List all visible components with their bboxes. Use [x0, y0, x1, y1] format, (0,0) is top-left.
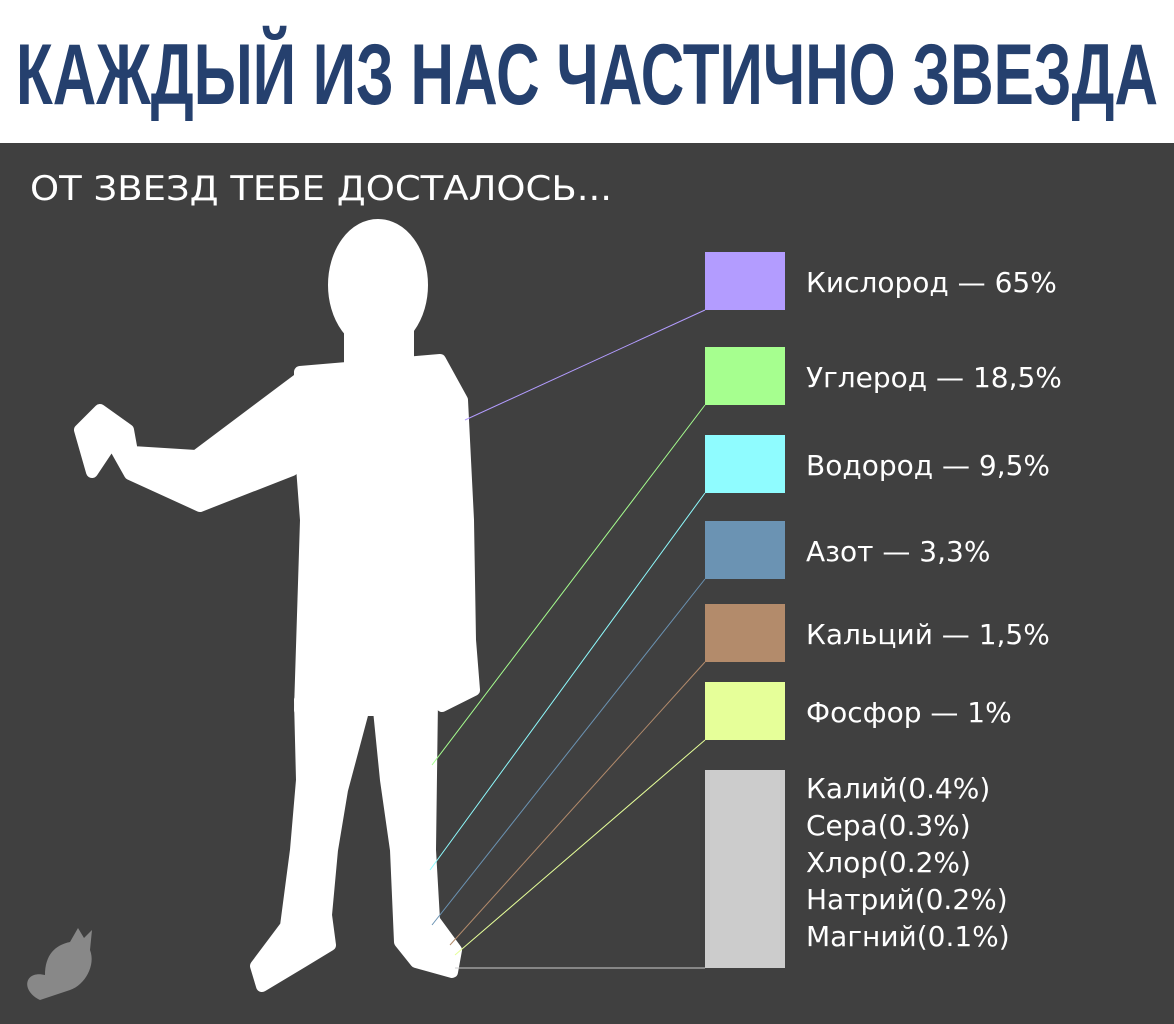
legend-swatch	[705, 347, 785, 405]
legend-label: Натрий(0.2%)	[806, 883, 1008, 916]
connector	[454, 739, 706, 956]
legend-label: Фосфор — 1%	[806, 696, 1012, 729]
legend-swatch	[705, 682, 785, 740]
connector	[449, 661, 706, 946]
cat-icon	[27, 928, 93, 1000]
header-band	[0, 0, 1174, 143]
legend-swatch	[705, 604, 785, 662]
body-outline	[80, 225, 474, 986]
legend-label: Углерод — 18,5%	[806, 361, 1062, 394]
legend-label: Кальций — 1,5%	[806, 618, 1050, 651]
legend-label: Магний(0.1%)	[806, 920, 1010, 953]
legend-label: Хлор(0.2%)	[806, 846, 971, 879]
legend-swatch	[705, 770, 785, 968]
legend-label: Сера(0.3%)	[806, 809, 971, 842]
connector	[431, 404, 706, 766]
legend-swatch	[705, 252, 785, 310]
title: КАЖДЫЙ ИЗ НАС ЧАСТИЧНО ЗВЕЗДА	[16, 26, 1158, 123]
legend-label: Калий(0.4%)	[806, 772, 990, 805]
legend-swatch	[705, 435, 785, 493]
legend-swatch	[705, 521, 785, 579]
legend-label: Азот — 3,3%	[806, 535, 990, 568]
subtitle: ОТ ЗВЕЗД ТЕБЕ ДОСТАЛОСЬ...	[30, 169, 612, 209]
connector	[431, 578, 706, 926]
connector	[464, 309, 706, 421]
connector	[429, 492, 706, 871]
legend: Кислород — 65% Углерод — 18,5% Водород — 9…	[429, 252, 1062, 969]
legend-label: Кислород — 65%	[806, 266, 1057, 299]
legend-label: Водород — 9,5%	[806, 449, 1050, 482]
